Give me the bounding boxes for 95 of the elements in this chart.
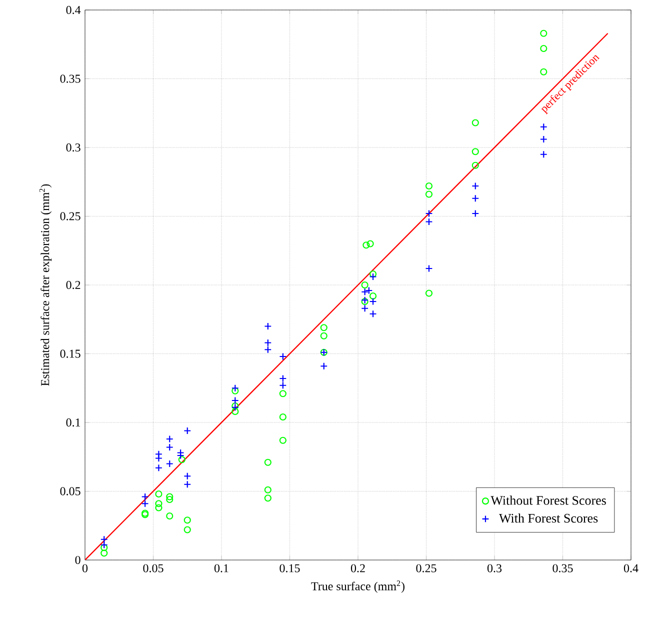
point: [279, 352, 287, 360]
point: [155, 490, 162, 498]
y-tick-label: 0.1: [66, 418, 80, 427]
point: [100, 536, 108, 544]
point: [166, 493, 174, 500]
point: [472, 194, 480, 202]
x-tick-label: 0.15: [280, 564, 300, 572]
point: [279, 413, 286, 421]
point: [425, 210, 433, 218]
point: [279, 374, 287, 382]
point: [166, 444, 174, 451]
point: [540, 44, 548, 52]
x-tick-label: 0: [82, 564, 88, 572]
y-tick-label: 0.4: [66, 6, 81, 14]
x-tick-label: 0.3: [487, 564, 502, 572]
point: [540, 123, 548, 131]
point: [154, 454, 162, 462]
point: [166, 512, 174, 520]
point: [472, 182, 480, 190]
x-tick-label: 0.25: [416, 564, 436, 572]
point: [369, 273, 377, 280]
point: [425, 218, 433, 226]
point: [361, 304, 369, 312]
x-axis-title: True surface (mm$^{2}$): [311, 580, 404, 593]
y-axis-title: Estimated surface after exploration (mm$^{2}$): [39, 184, 52, 386]
point: [320, 324, 328, 332]
y-tick-label: 0.05: [60, 487, 80, 496]
legend-label: With Forest Scores: [499, 513, 598, 523]
point: [264, 339, 272, 346]
x-tick-label: 0.4: [624, 564, 638, 572]
x-tick-label: 0.1: [214, 564, 228, 572]
point: [155, 500, 162, 508]
point: [100, 544, 108, 552]
point: [540, 68, 548, 76]
y-tick-label: 0.35: [60, 74, 80, 83]
point: [362, 242, 370, 249]
point: [369, 292, 377, 300]
point: [154, 464, 162, 472]
point: [264, 346, 272, 354]
point: [166, 435, 174, 443]
point: [184, 472, 192, 480]
point: [184, 526, 191, 534]
point: [155, 504, 162, 512]
point: [178, 456, 186, 464]
point: [166, 460, 174, 468]
y-tick-label: 0.25: [60, 212, 80, 220]
point: [154, 450, 162, 458]
point: [425, 264, 433, 272]
point: [279, 382, 287, 390]
x-tick-label: 0.35: [552, 564, 573, 572]
point: [279, 436, 286, 444]
point: [184, 427, 192, 434]
point: [472, 162, 479, 169]
point: [365, 286, 373, 294]
point: [264, 322, 272, 330]
point: [264, 486, 272, 494]
point: [320, 332, 328, 340]
point: [472, 210, 480, 218]
point: [184, 480, 192, 488]
point: [279, 390, 286, 398]
point: [361, 288, 369, 296]
point: [361, 281, 368, 289]
legend-label: Without Forest Scores: [490, 496, 606, 505]
point: [425, 182, 433, 190]
y-tick-label: 0.15: [60, 350, 80, 358]
point: [472, 148, 479, 156]
point: [540, 30, 548, 37]
point: [369, 298, 377, 306]
point: [540, 135, 548, 143]
point: [472, 119, 479, 126]
x-tick-label: 0.05: [143, 564, 164, 572]
y-tick-label: 0: [75, 556, 80, 564]
point: [425, 290, 433, 297]
point: [141, 493, 149, 500]
point: [369, 310, 377, 318]
point: [232, 387, 239, 394]
point: [100, 550, 108, 557]
y-tick-label: 0.2: [66, 280, 80, 290]
point: [184, 516, 191, 524]
point: [231, 396, 239, 404]
point: [232, 408, 239, 416]
point: [166, 496, 174, 504]
point: [369, 270, 377, 278]
point: [264, 494, 272, 502]
point: [141, 500, 149, 508]
point: [320, 362, 328, 370]
x-tick-label: 0.2: [350, 564, 365, 572]
point: [540, 150, 548, 158]
point: [264, 458, 272, 466]
point: [366, 240, 374, 248]
point: [231, 384, 239, 392]
point: [425, 190, 433, 198]
y-tick-label: 0.3: [66, 143, 80, 152]
point: [100, 541, 108, 549]
point: [176, 452, 184, 460]
